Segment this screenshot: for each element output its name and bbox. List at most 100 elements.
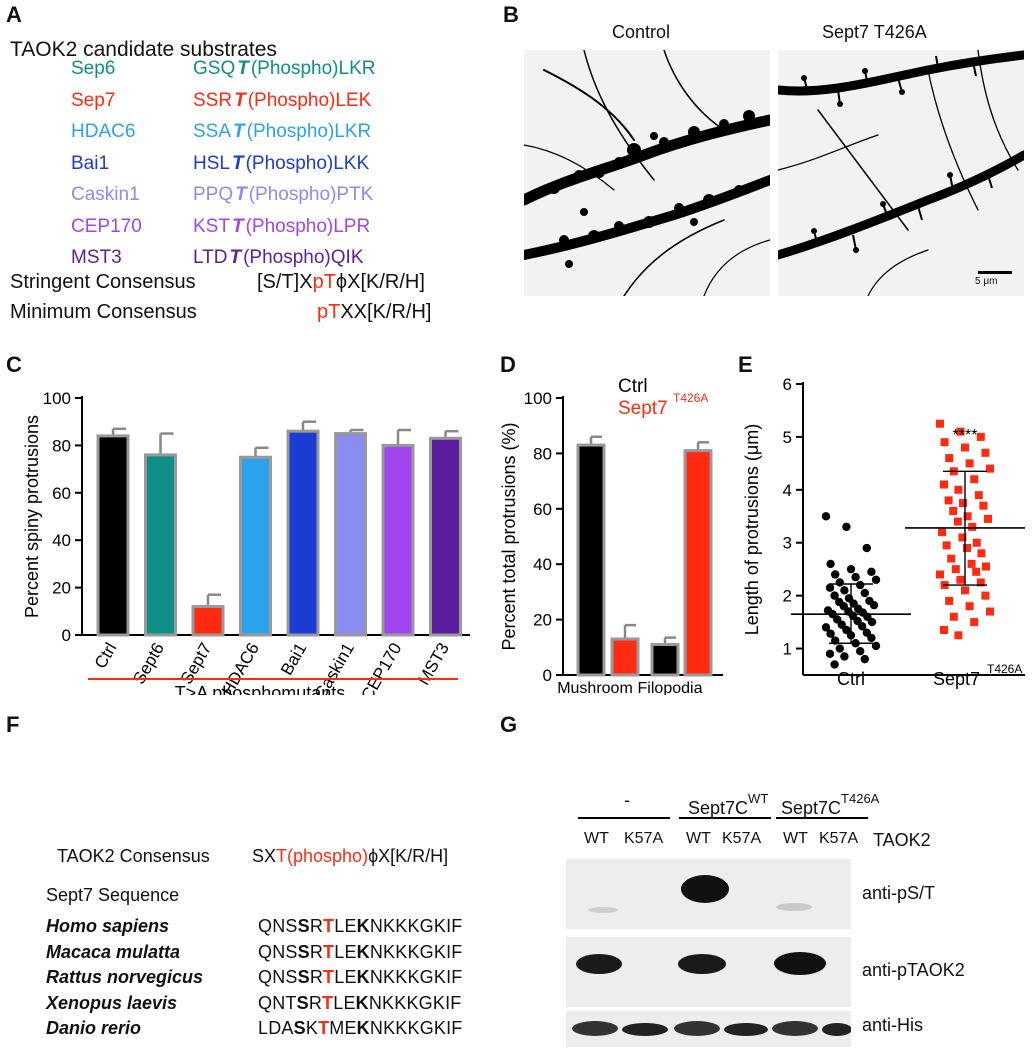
chart-e-point [830, 660, 838, 668]
chart-c-y-tick-label: 100 [43, 389, 71, 408]
band [622, 1023, 668, 1036]
chart-e-point [954, 631, 962, 639]
chart-d-y-tick-label: 40 [533, 555, 552, 574]
band [588, 907, 618, 913]
lane-label: WT [783, 830, 808, 848]
chart-e-point [938, 528, 946, 536]
chart-d-bar [578, 445, 604, 675]
group-line-wt [679, 817, 771, 819]
chart-e-point [872, 576, 880, 584]
chart-e-point [972, 568, 980, 576]
chart-c-x-tick-label: Sept7 [177, 640, 216, 688]
chart-e-y-tick-label: 1 [783, 640, 792, 659]
chart-c-x-tick-label: MST3 [414, 640, 453, 689]
band [774, 952, 826, 975]
blot-anti-ptaok2 [566, 937, 851, 1007]
chart-e-y-tick-label: 4 [783, 481, 792, 500]
chart-e-significance: **** [953, 427, 978, 444]
chart-e-point [954, 518, 962, 526]
chart-e-point [842, 523, 850, 531]
chart-c-bar [431, 438, 461, 635]
chart-e-point [826, 650, 834, 658]
band [681, 875, 729, 903]
chart-e-point [940, 481, 948, 489]
chart-e-y-tick-label: 2 [783, 587, 792, 606]
chart-e-point [872, 642, 880, 650]
chart-e-point [966, 602, 974, 610]
chart-e-point [968, 523, 976, 531]
chart-e-point [979, 502, 987, 510]
band [724, 1023, 768, 1036]
chart-e-point [826, 560, 834, 568]
chart-c-bar [146, 455, 176, 635]
chart-e-point [826, 630, 834, 638]
micrograph-control-title: Control [612, 22, 670, 43]
species-sequence: QNTSRTLEKNKKKGKIF [258, 993, 461, 1014]
chart-e-point [851, 573, 859, 581]
substrate-name: Caskin1 [71, 184, 140, 206]
chart-e-point [950, 613, 958, 621]
species-sequence: QNSSRTLEKNKKKGKIF [258, 942, 462, 963]
chart-d-x-tick-label: Filopodia [638, 680, 703, 695]
chart-e-point [945, 597, 953, 605]
taok2-consensus-motif: SXT(phospho)ϕX[K/R/H] [252, 846, 448, 867]
substrate-name: Bai1 [71, 153, 109, 175]
chart-e-point [831, 570, 839, 578]
chart-d-bar [652, 645, 678, 675]
micrograph-sept7-t426a: 5 μm [778, 50, 1024, 296]
chart-e-point [949, 507, 957, 515]
chart-e-point [986, 465, 994, 473]
substrate-name: Sep7 [71, 90, 115, 112]
chart-c-y-tick-label: 20 [52, 579, 71, 598]
chart-e-point [867, 568, 875, 576]
panel-b-letter: B [503, 2, 519, 28]
scale-bar-label: 5 μm [975, 276, 997, 287]
species-name: Macaca mulatta [46, 942, 180, 963]
chart-e-point [954, 486, 962, 494]
chart-d: 0 20 40 60 80 100 Percent total protrusions (%… [495, 360, 730, 695]
chart-c-y-tick-label: 0 [62, 626, 71, 645]
chart-d-y-tick-label: 100 [524, 389, 552, 408]
substrate-sequence: HSL T (Phospho)LKK [193, 153, 369, 175]
group-label-wt: Sept7CWT [688, 795, 768, 819]
chart-e-point [945, 496, 953, 504]
band [572, 1021, 618, 1036]
species-name: Rattus norvegicus [46, 967, 203, 988]
chart-c-y-tick-label: 40 [52, 531, 71, 550]
chart-e-point [981, 592, 989, 600]
chart-e-point [936, 420, 944, 428]
blot-label-ptaok2: anti-pTAOK2 [862, 960, 965, 981]
minimum-consensus-label: Minimum Consensus [10, 301, 197, 324]
chart-e-point [943, 541, 951, 549]
chart-e-point [840, 586, 848, 594]
chart-e: 1 2 3 4 5 6 Length of protrusions (μm) **** Ctrl… [733, 360, 1033, 695]
group-label-t426a: Sept7CT426A [781, 795, 879, 819]
chart-e-point [977, 433, 985, 441]
lane-label: K57A [624, 830, 663, 848]
chart-e-point [984, 515, 992, 523]
sept7-sequence-title: Sept7 Sequence [46, 885, 179, 906]
lane-label: K57A [722, 830, 761, 848]
chart-e-point [861, 655, 869, 663]
chart-e-point [936, 570, 944, 578]
chart-e-point [863, 544, 871, 552]
chart-e-point [963, 544, 971, 552]
micrograph-mutant-title: Sept7 T426A [822, 22, 927, 43]
chart-e-point [836, 578, 844, 586]
chart-e-point [826, 584, 834, 592]
chart-e-point [966, 459, 974, 467]
chart-c-x-tick-label: CEP170 [357, 640, 405, 696]
taok2-row-label: TAOK2 [873, 830, 931, 851]
species-sequence: QNSSRTLEKNKKKGKIF [258, 967, 462, 988]
chart-c-bar [98, 436, 128, 635]
chart-e-point [977, 549, 985, 557]
substrate-name: HDAC6 [71, 121, 135, 143]
chart-d-bar [612, 639, 638, 675]
band [822, 1023, 851, 1036]
lane-label: K57A [819, 830, 858, 848]
chart-e-point [836, 644, 844, 652]
chart-c-bar [193, 607, 223, 635]
chart-e-point [961, 443, 969, 451]
substrate-name: Sep6 [71, 58, 115, 80]
